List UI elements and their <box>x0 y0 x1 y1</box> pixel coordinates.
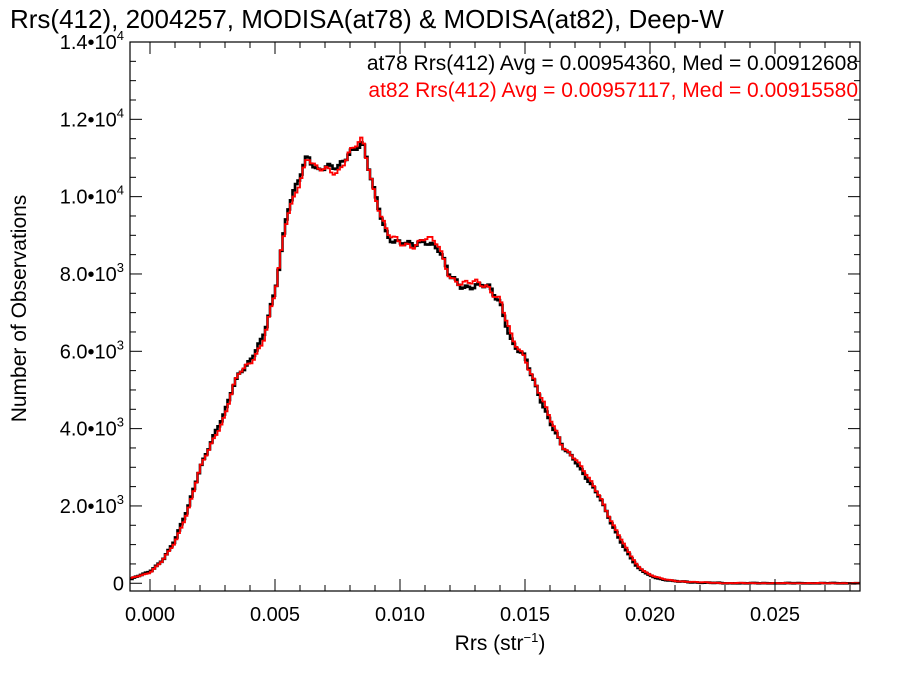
plot-frame <box>129 41 861 592</box>
x-tick-label: 0.010 <box>375 604 425 626</box>
y-tick-label: 1.0•104 <box>60 183 124 209</box>
x-axis: 0.000 0.005 0.010 0.015 0.020 0.025 <box>125 42 851 626</box>
x-tick-label: 0.005 <box>250 604 300 626</box>
y-axis-label: Number of Observations <box>8 195 31 423</box>
chart-title: Rrs(412), 2004257, MODISA(at78) & MODISA… <box>10 4 724 34</box>
x-axis-label: Rrs (str−1) <box>455 630 546 655</box>
histogram-series-at78 <box>130 141 860 585</box>
y-tick-label: 1.2•104 <box>60 105 124 131</box>
y-tick-label: 4.0•103 <box>60 415 124 441</box>
histogram-series-at82 <box>130 136 860 585</box>
y-tick-label: 8.0•103 <box>60 260 124 286</box>
y-tick-label: 6.0•103 <box>60 337 124 363</box>
series-layer <box>130 136 860 585</box>
y-tick-label: 0 <box>113 573 124 595</box>
x-axis-label-exponent: −1 <box>524 630 539 645</box>
x-tick-label: 0.015 <box>500 604 550 626</box>
legend-entry-at78: at78 Rrs(412) Avg = 0.00954360, Med = 0.… <box>367 52 858 75</box>
x-tick-label: 0.025 <box>750 604 800 626</box>
x-axis-label-text: Rrs (str <box>455 632 524 655</box>
legend-entry-at82: at82 Rrs(412) Avg = 0.00957117, Med = 0.… <box>368 79 858 102</box>
x-tick-label: 0.020 <box>625 604 675 626</box>
x-axis-label-close: ) <box>538 632 545 655</box>
y-tick-label: 1.4•104 <box>60 28 124 54</box>
y-tick-label: 2.0•103 <box>60 492 124 518</box>
y-axis: 0 2.0•103 4.0•103 6.0•103 8.0•103 1.0•104 1.2•… <box>60 28 860 595</box>
x-tick-label: 0.000 <box>125 604 175 626</box>
